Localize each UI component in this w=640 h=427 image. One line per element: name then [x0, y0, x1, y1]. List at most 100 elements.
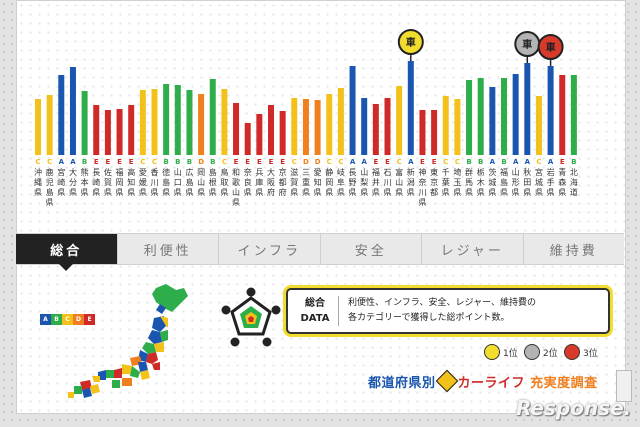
category-label-char-45-2: 県 — [558, 188, 566, 197]
category-label-char-42-0: 秋 — [523, 167, 531, 177]
category-label-char-2-0: 宮 — [57, 167, 65, 177]
grade-label-43: C — [536, 158, 541, 166]
category-label-char-8-1: 知 — [127, 177, 135, 187]
category-label-char-16-1: 取 — [220, 178, 228, 187]
category-label-char-9-1: 媛 — [139, 177, 147, 187]
grade-label-45: E — [560, 158, 565, 166]
bar-32 — [407, 61, 414, 155]
category-label-char-34-2: 都 — [430, 188, 438, 197]
bar-20 — [268, 105, 274, 155]
category-label-char-0-1: 縄 — [34, 178, 42, 187]
grade-label-28: A — [361, 158, 367, 166]
tab-overall[interactable]: 総合 — [16, 234, 118, 271]
bar-10 — [151, 89, 158, 155]
category-label-char-20-2: 府 — [267, 187, 275, 197]
rank-marker-3 — [537, 34, 564, 60]
category-label-char-21-2: 府 — [279, 187, 287, 197]
category-label-char-23-1: 重 — [302, 177, 310, 187]
grade-label-10: C — [152, 158, 157, 166]
category-label-char-6-1: 賀 — [104, 177, 112, 187]
category-label-char-6-2: 県 — [104, 188, 112, 197]
tab-leisure[interactable]: レジャー — [422, 234, 524, 264]
bar-5 — [93, 105, 100, 155]
grade-b-swatch: B — [51, 314, 62, 325]
pentagon-icon — [221, 287, 281, 347]
category-label-char-18-1: 良 — [244, 177, 252, 187]
grade-label-13: B — [187, 158, 192, 166]
grade-label-23: D — [303, 158, 309, 166]
category-label-char-37-2: 県 — [465, 188, 473, 197]
category-label-char-16-0: 鳥 — [220, 167, 228, 177]
bar-3 — [69, 67, 76, 155]
grade-label-3: A — [70, 158, 76, 166]
bar-0 — [35, 99, 41, 155]
category-label-char-17-1: 歌 — [232, 177, 240, 187]
category-label-char-40-2: 県 — [500, 188, 508, 197]
rank-label-3: 3位 — [583, 348, 598, 359]
bar-4 — [81, 91, 88, 155]
category-label-char-10-1: 川 — [151, 178, 159, 187]
category-label-char-17-2: 山 — [232, 187, 240, 197]
grade-label-34: E — [432, 158, 437, 166]
category-label-char-2-1: 崎 — [57, 177, 65, 187]
category-label-char-17-0: 和 — [232, 168, 240, 177]
title-part1: 都道府県別 — [368, 376, 436, 391]
category-label-char-28-0: 山 — [360, 167, 368, 177]
category-label-char-34-1: 京 — [430, 177, 438, 187]
grade-label-21: E — [280, 158, 285, 166]
grade-label-9: C — [140, 158, 145, 166]
category-label-char-40-1: 島 — [500, 177, 508, 187]
category-label-char-13-0: 広 — [185, 167, 193, 177]
tab-convenience[interactable]: 利便性 — [118, 234, 219, 264]
category-label-char-28-1: 梨 — [360, 177, 368, 187]
category-label-char-22-2: 県 — [290, 188, 298, 197]
grade-label-44: A — [548, 158, 554, 166]
category-label-char-29-1: 井 — [372, 177, 380, 187]
category-label-char-24-2: 県 — [314, 188, 322, 197]
category-label-char-32-0: 新 — [407, 167, 415, 177]
scrollbar[interactable] — [616, 370, 632, 402]
category-label-char-36-1: 玉 — [453, 178, 461, 187]
bar-38 — [477, 78, 484, 155]
category-label-char-4-1: 本 — [81, 177, 89, 187]
bar-21 — [279, 111, 286, 155]
grade-label-26: C — [338, 158, 343, 166]
category-label-char-45-0: 青 — [558, 167, 566, 177]
category-label-char-30-0: 石 — [384, 168, 392, 177]
category-label-char-43-0: 宮 — [535, 167, 543, 177]
category-label-char-44-1: 手 — [547, 177, 555, 187]
bar-34 — [431, 110, 438, 155]
grade-label-36: C — [455, 158, 460, 166]
bar-22 — [291, 98, 298, 155]
category-label-char-3-2: 県 — [69, 188, 77, 197]
category-label-char-14-0: 岡 — [197, 168, 205, 177]
first-place-icon — [484, 344, 500, 360]
tab-infrastructure[interactable]: インフラ — [219, 234, 321, 264]
category-label-char-5-0: 長 — [92, 168, 100, 177]
category-label-char-9-2: 県 — [139, 188, 147, 197]
grade-label-15: B — [210, 158, 215, 166]
tab-maintenance-cost[interactable]: 維持費 — [549, 243, 598, 259]
bar-30 — [384, 98, 391, 155]
grade-label-37: B — [466, 158, 471, 166]
category-label-char-29-2: 県 — [372, 188, 380, 197]
grade-label-18: E — [245, 158, 250, 166]
bar-46 — [570, 75, 577, 155]
category-label-char-34-0: 東 — [430, 167, 438, 177]
category-label-char-9-0: 愛 — [139, 167, 147, 177]
grade-label-20: E — [269, 158, 274, 166]
grade-label-17: E — [234, 158, 239, 166]
category-label-char-12-0: 山 — [174, 167, 182, 177]
grade-label-8: E — [129, 158, 134, 166]
category-label-char-39-2: 県 — [488, 188, 496, 197]
tab-safety[interactable]: 安全 — [321, 234, 422, 264]
grade-label-11: B — [163, 158, 168, 166]
info-desc-line1: 利便性、インフラ、安全、レジャー、維持費の — [348, 298, 537, 308]
category-label-char-16-2: 県 — [220, 188, 228, 197]
second-place-icon — [524, 344, 540, 360]
bar-11 — [163, 84, 170, 155]
grade-label-16: C — [222, 158, 227, 166]
category-label-char-43-1: 城 — [535, 178, 543, 187]
category-label-char-32-1: 潟 — [407, 177, 415, 187]
watermark-logo: Response. — [516, 396, 632, 420]
